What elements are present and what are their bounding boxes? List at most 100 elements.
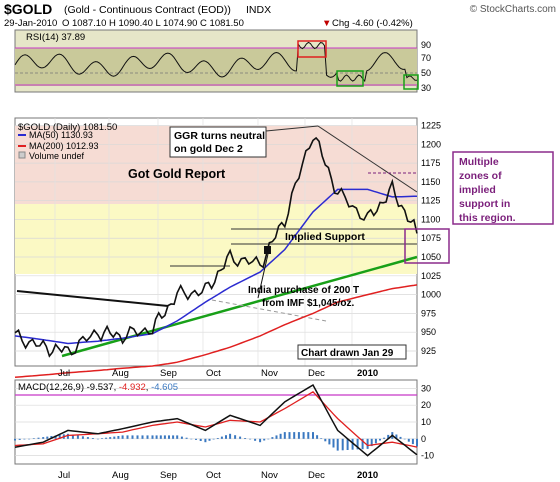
macd-signal-line [14,390,418,448]
macd-histogram-bar [185,437,188,439]
chart-exchange: INDX [246,4,271,16]
zones-line3: implied [459,184,496,196]
macd-histogram-bar [163,435,166,439]
macd-histogram-bar [58,434,61,439]
macd-histogram-bar [399,436,402,439]
price-tick-label: 1000 [421,290,441,300]
macd-histogram-bar [32,438,35,439]
macd-histogram-bar [66,433,69,439]
macd-tick-label: -10 [421,451,434,461]
price-tick-label: 1125 [421,196,440,206]
x-label-dec: Dec [308,368,325,379]
price-tick-label: 1225 [421,121,441,131]
macd-histogram-bar [244,438,247,439]
x-label-nov: Nov [261,368,278,379]
watermark-title: Got Gold Report [128,167,226,181]
volume-legend-swatch [18,151,26,159]
macd-histogram-bar [71,434,74,439]
macd-histogram-bar [336,438,339,451]
macd-gridlines [15,388,417,456]
macd-histogram-bar [105,437,108,439]
x-label-2010: 2010 [357,368,378,379]
x-label-jul: Jul [58,368,70,379]
macd-histogram-bar [91,438,94,439]
macd-histogram-bar [220,436,223,439]
macd-histogram-bar [172,435,175,439]
change-arrow-icon: ▼ [322,18,331,29]
macd-histogram-bar [239,436,242,439]
rsi-line [14,41,417,83]
ma200-legend: MA(200) 1012.93 [29,141,99,151]
price-tick-label: 1150 [421,177,440,187]
ggr-callout [169,126,267,158]
macd-histogram-bar [195,438,197,440]
rsi-tick-30: 30 [421,83,431,93]
macd-histogram-bar [159,435,162,439]
macd-histogram-bar [383,437,386,439]
macd-axis: 30 20 10 0 -10 [421,383,434,460]
price-axis: 1225 1200 1175 1150 1125 1100 1075 1050 1025 1000… [421,121,441,356]
x-label-jul-bottom: Jul [58,470,70,481]
macd-tick-label: 0 [421,434,426,444]
india-pointer-line [257,253,269,299]
x-axis-middle: Jul Aug Sep Oct Nov Dec 2010 [58,368,378,379]
price-tick-label: 1075 [421,233,441,243]
x-label-oct: Oct [206,368,221,379]
macd-label: MACD(12,26,9) [18,382,84,393]
macd-histogram-bar [356,438,359,450]
macd-histogram-bar [14,438,16,441]
downtrend-line [16,290,169,307]
chart-date: 29-Jan-2010 [4,18,57,29]
macd-histogram-bar [23,438,26,440]
price-panel: $GOLD (Daily) 1081.50 MA(50) 1130.93 MA(… [14,117,441,379]
macd-histogram-bar [370,438,373,447]
ma50-line [14,188,418,345]
ggr-line1: GGR turns neutral [174,130,265,142]
macd-line [14,383,418,457]
zones-line4: support in [459,198,510,210]
stockcharts-watermark: © StockCharts.com [470,4,556,15]
macd-histogram-bar [288,432,291,439]
macd-histogram-bar [374,438,377,444]
macd-value3: -4.605 [151,382,178,393]
macd-histogram-bar [126,435,129,439]
macd-histogram-bar [212,438,215,440]
macd-value1: -9.537 [87,382,114,393]
x-label-aug: Aug [112,368,129,379]
rsi-overbought-box [297,40,327,58]
rsi-tick-70: 70 [421,53,431,63]
india-line1: India purchase of 200 T [248,285,359,296]
price-tick-label: 1050 [421,252,441,262]
chart-ohlc: O 1087.10 H 1090.40 L 1074.90 C 1081.50 [62,18,244,29]
macd-histogram-bar [101,438,103,439]
macd-histogram-bar [254,438,257,441]
macd-histogram-bar [131,435,134,439]
implied-support-label: Implied Support [285,231,365,243]
rsi-oversold-box-1 [336,70,364,87]
x-label-nov-bottom: Nov [261,470,278,481]
zones-line1: Multiple [459,156,499,168]
macd-histogram-bar [234,435,237,439]
rsi-label: RSI(14) 37.89 [26,32,85,43]
macd-histogram-bar [263,438,266,441]
macd-histogram-bar [416,438,418,447]
macd-histogram-bar [320,438,323,439]
price-tick-label: 1175 [421,158,440,168]
macd-histogram-bar [109,437,112,439]
rsi-panel: RSI(14) 37.89 90 70 50 30 [14,29,431,93]
resistance-line [317,125,418,193]
rsi-oversold-box-2 [403,74,419,90]
macd-histogram-bar [76,435,79,439]
ma200-line [14,284,418,379]
chart-drawn-label: Chart drawn Jan 29 [301,348,394,359]
support-region-box [404,228,450,264]
price-line [14,136,418,358]
macd-histogram-bar [204,438,207,443]
macd-histogram-bar [28,438,31,440]
macd-histogram-bar [271,437,274,439]
macd-histogram-bar [316,435,319,439]
macd-histogram-bar [42,437,45,439]
rsi-tick-50: 50 [421,68,431,78]
macd-histogram-bar [168,435,170,439]
support-zone [15,204,417,274]
